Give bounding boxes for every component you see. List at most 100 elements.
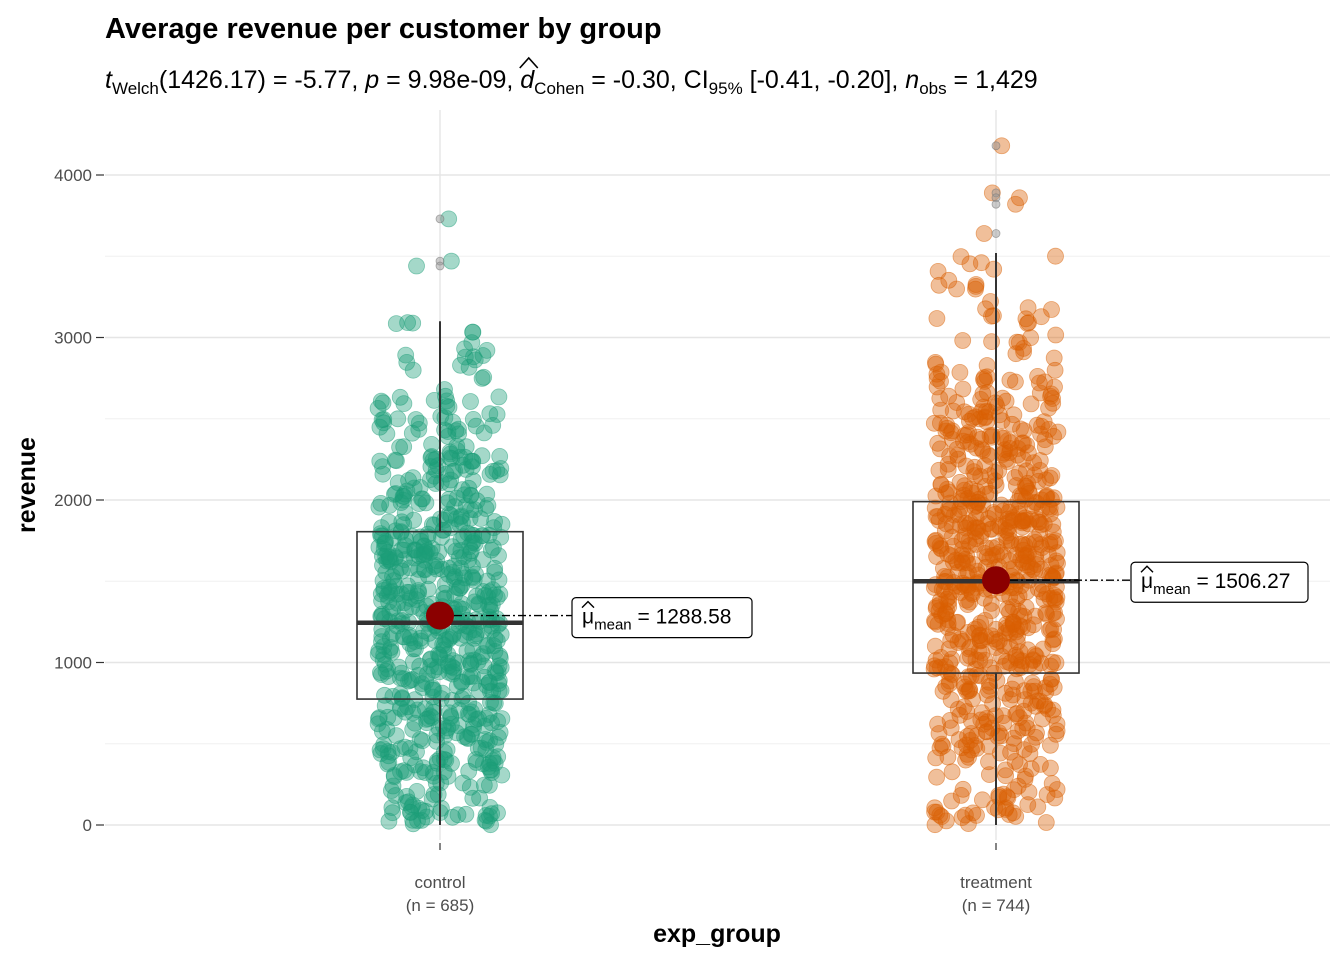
data-point	[951, 473, 969, 491]
data-point	[488, 406, 506, 423]
data-point	[995, 657, 1013, 675]
data-point	[941, 494, 959, 512]
data-point	[1018, 563, 1036, 580]
data-point	[1007, 808, 1025, 825]
data-point	[464, 472, 482, 490]
data-point	[482, 541, 500, 559]
subtitle-n-sub: obs	[919, 79, 946, 98]
data-point	[939, 611, 956, 628]
data-point	[1032, 756, 1049, 773]
data-point	[398, 482, 416, 500]
data-point	[469, 595, 487, 613]
data-point	[1014, 512, 1031, 530]
data-point	[409, 812, 426, 830]
data-point	[939, 461, 957, 478]
group-treatment: μmean = 1506.27	[912, 137, 1309, 834]
data-point	[1014, 554, 1032, 572]
data-point	[384, 777, 402, 795]
data-point	[465, 629, 483, 647]
data-point	[1022, 395, 1040, 413]
outlier-point	[991, 199, 1001, 209]
data-point	[490, 388, 508, 406]
data-point	[937, 515, 955, 533]
data-point	[425, 786, 443, 803]
data-point	[1003, 415, 1021, 433]
data-point	[1022, 760, 1040, 778]
data-point	[1002, 743, 1019, 761]
data-point	[410, 799, 428, 817]
data-point	[1031, 525, 1049, 543]
data-point	[1042, 620, 1060, 638]
data-point	[1031, 452, 1049, 469]
data-point	[450, 701, 468, 719]
y-tick-label: 0	[83, 816, 92, 835]
data-point	[970, 618, 987, 636]
data-point	[992, 519, 1009, 536]
data-point	[442, 252, 460, 270]
data-point	[977, 300, 994, 318]
subtitle-n-value: = 1,429	[947, 66, 1038, 94]
data-point	[1044, 523, 1062, 541]
data-point	[975, 369, 993, 387]
data-point	[430, 646, 447, 663]
data-point	[1018, 462, 1035, 480]
data-point	[1041, 505, 1059, 523]
data-point	[982, 595, 1000, 612]
data-point	[1007, 646, 1025, 664]
chart-title: Average revenue per customer by group	[105, 13, 662, 45]
data-point	[369, 715, 387, 733]
x-axis-ticks: control (n = 685) treatment (n = 744)	[406, 843, 1032, 915]
data-point	[940, 640, 958, 658]
subtitle-ci-sub: 95%	[709, 79, 743, 98]
data-point	[964, 804, 982, 822]
data-point	[1040, 498, 1057, 516]
data-point	[1020, 444, 1037, 462]
data-point	[403, 598, 421, 616]
data-point	[450, 420, 467, 438]
data-point	[1037, 683, 1055, 701]
treatment-box	[912, 500, 1080, 674]
data-point	[1044, 631, 1062, 649]
data-point	[966, 458, 984, 476]
data-point	[1015, 339, 1032, 357]
subtitle-n-symbol: n	[905, 66, 919, 94]
x-tick-label-treatment: treatment	[960, 873, 1032, 892]
data-point	[976, 612, 994, 629]
data-point	[1044, 635, 1062, 653]
data-point	[444, 808, 461, 826]
data-point	[1003, 680, 1021, 698]
data-point	[375, 579, 393, 597]
data-point	[1007, 195, 1024, 213]
data-point	[395, 395, 413, 413]
data-point	[1044, 516, 1062, 533]
data-point	[997, 761, 1014, 779]
data-point	[479, 496, 497, 514]
subtitle-p-symbol: p	[364, 66, 379, 94]
data-point	[1041, 469, 1059, 487]
data-point	[926, 637, 944, 655]
data-point	[941, 447, 958, 465]
data-point	[475, 776, 493, 794]
data-point	[1019, 796, 1037, 813]
data-point	[464, 410, 482, 428]
data-point	[453, 673, 471, 691]
y-tick-label: 2000	[54, 491, 92, 510]
data-point	[474, 645, 492, 662]
data-point	[490, 547, 507, 564]
data-point	[976, 651, 994, 669]
data-point	[980, 753, 997, 771]
data-point	[435, 641, 453, 659]
data-point	[441, 629, 459, 646]
data-point	[1021, 656, 1038, 673]
data-point	[421, 651, 439, 669]
data-point	[971, 652, 989, 669]
data-point	[948, 280, 965, 298]
data-point	[380, 812, 398, 830]
data-point	[418, 665, 436, 683]
data-point	[470, 682, 488, 700]
data-point	[955, 698, 973, 716]
data-point	[928, 548, 945, 565]
data-point	[416, 561, 434, 579]
treatment-mean-point	[982, 566, 1010, 595]
data-point	[966, 498, 983, 516]
